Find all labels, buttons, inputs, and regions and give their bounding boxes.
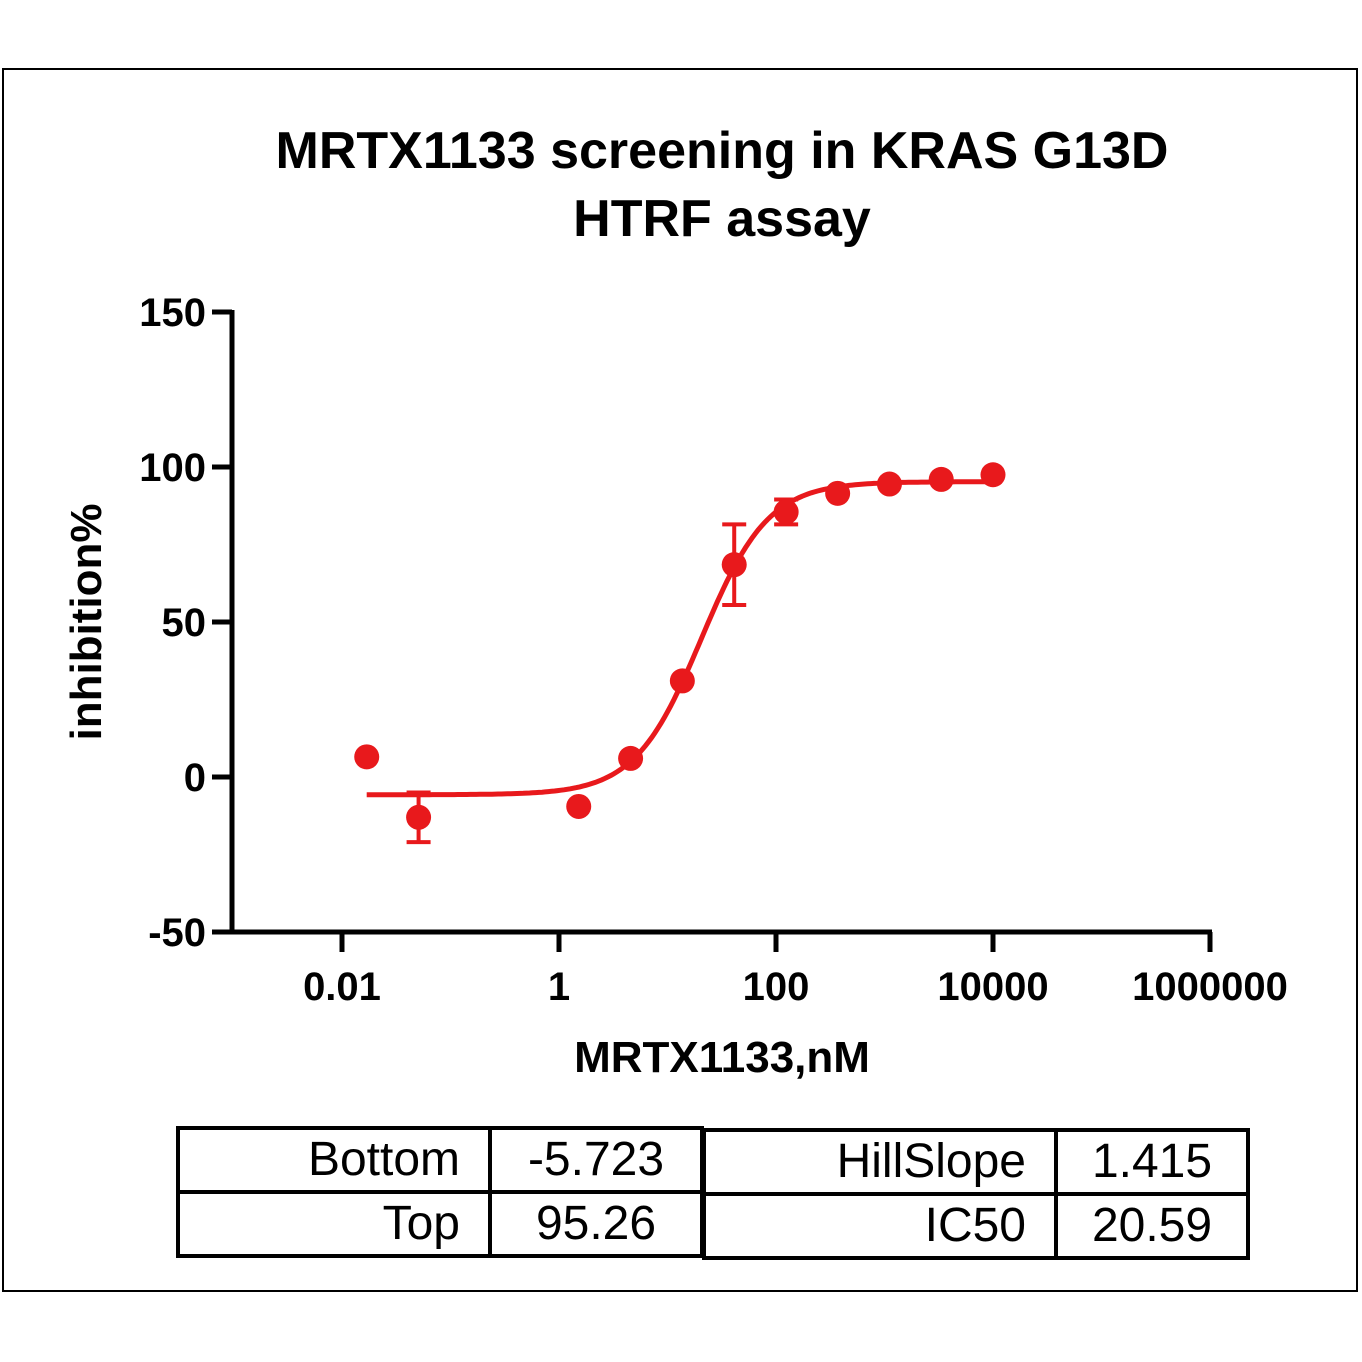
y-axis-label: inhibition% [62,503,111,740]
data-point [980,462,1006,488]
x-axis-label: MRTX1133,nM [574,1033,870,1082]
data-point [721,552,747,578]
data-point [406,804,432,830]
chart-title: MRTX1133 screening in KRAS G13D [276,122,1169,180]
y-tick-label: -50 [148,911,206,955]
table-row: Top 95.26 [176,1190,704,1258]
y-tick-label: 0 [184,756,206,800]
data-point [669,668,695,694]
table-row: Bottom -5.723 [176,1126,704,1194]
param-label-ic50: IC50 [702,1192,1058,1260]
fit-curve-group [366,479,993,798]
param-label-top: Top [176,1190,492,1258]
chart-title-line2: HTRF assay [573,190,871,248]
x-tick-label: 100 [743,965,810,1009]
data-point [773,499,799,525]
data-point [618,745,644,771]
x-tick-label: 1000000 [1132,965,1288,1009]
param-table-right: HillSlope 1.415 IC50 20.59 [702,1128,1250,1260]
data-point [876,471,902,497]
y-tick-label: 150 [139,291,206,335]
data-point [566,793,592,819]
param-value-bottom: -5.723 [488,1126,704,1194]
param-label-bottom: Bottom [176,1126,492,1194]
y-tick-label: 100 [139,446,206,490]
axes: -50 0 50 100 150 0.01 1 100 10000 1000000 [139,291,1288,1009]
param-value-ic50: 20.59 [1054,1192,1250,1260]
y-tick-label: 50 [162,601,207,645]
data-point [825,480,851,506]
x-tick-label: 10000 [937,965,1048,1009]
x-tick-label: 0.01 [303,965,381,1009]
table-row: HillSlope 1.415 [702,1128,1250,1196]
figure-frame [2,68,1358,1292]
param-value-top: 95.26 [488,1190,704,1258]
data-points-group [354,462,1006,845]
data-point [354,744,380,770]
fit-curve [366,479,993,798]
param-label-hillslope: HillSlope [702,1128,1058,1196]
param-table-left: Bottom -5.723 Top 95.26 [176,1126,704,1258]
param-value-hillslope: 1.415 [1054,1128,1250,1196]
data-point [928,466,954,492]
x-tick-label: 1 [548,965,570,1009]
table-row: IC50 20.59 [702,1192,1250,1260]
